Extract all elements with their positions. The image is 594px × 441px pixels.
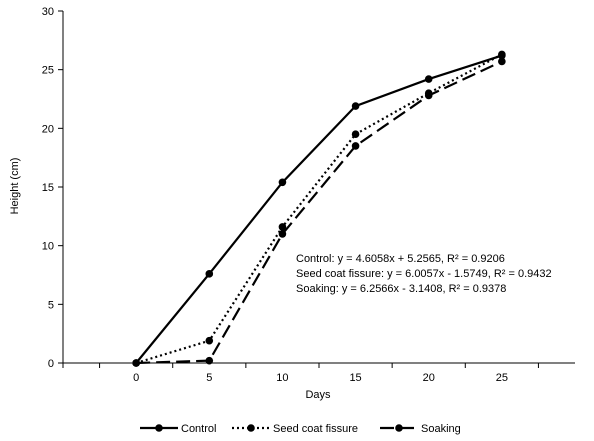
series-line <box>135 53 503 365</box>
data-point <box>205 356 214 365</box>
x-tick-label: 10 <box>276 372 288 384</box>
legend-item: Control <box>140 423 216 435</box>
equation-seed-coat-fissure: Seed coat fissure: y = 6.0057x - 1.5749,… <box>296 268 552 280</box>
x-tick-label: 0 <box>133 372 139 384</box>
y-tick-label: 15 <box>42 182 54 194</box>
x-tick-label: 5 <box>206 372 212 384</box>
regression-equations: Control: y = 4.6058x + 5.2565, R² = 0.92… <box>296 253 552 295</box>
series-line <box>136 60 503 365</box>
series-group <box>132 50 506 367</box>
y-axis-ticks: 0 5 10 15 20 25 30 <box>42 6 63 370</box>
data-point <box>351 130 360 138</box>
data-point <box>278 230 287 238</box>
axes <box>62 11 575 364</box>
data-point <box>132 359 140 367</box>
legend-label: Soaking <box>421 423 461 435</box>
series-seed-coat-fissure <box>132 50 506 367</box>
legend-marker <box>395 424 403 432</box>
data-point <box>278 223 287 231</box>
y-tick-label: 10 <box>42 241 54 253</box>
x-axis-title: Days <box>305 389 331 401</box>
equation-soaking: Soaking: y = 6.2566x - 3.1408, R² = 0.93… <box>296 283 506 295</box>
data-point <box>351 102 360 110</box>
data-point <box>278 178 287 187</box>
legend-label: Control <box>181 423 216 435</box>
data-point <box>424 91 433 100</box>
legend: Control Seed coat fissure Soaking <box>140 423 461 435</box>
legend-item: Soaking <box>380 423 461 435</box>
y-axis-title: Height (cm) <box>9 158 21 215</box>
series-soaking <box>132 57 506 367</box>
y-tick-label: 30 <box>42 6 54 18</box>
y-tick-label: 20 <box>42 123 54 135</box>
y-tick-label: 0 <box>48 358 54 370</box>
equation-control: Control: y = 4.6058x + 5.2565, R² = 0.92… <box>296 253 505 265</box>
series-line <box>135 54 503 364</box>
legend-label: Seed coat fissure <box>273 423 358 435</box>
data-point <box>205 336 214 345</box>
data-point <box>424 75 433 83</box>
data-point <box>498 57 506 66</box>
x-axis-ticks: 0 5 10 15 20 25 <box>62 363 539 384</box>
data-point <box>351 142 360 150</box>
legend-marker <box>247 424 255 432</box>
x-tick-label: 20 <box>423 372 435 384</box>
legend-marker <box>155 424 163 432</box>
y-tick-label: 5 <box>48 299 54 311</box>
series-control <box>132 51 506 367</box>
x-tick-label: 15 <box>349 372 361 384</box>
data-point <box>205 270 214 278</box>
data-point <box>498 50 506 59</box>
y-tick-label: 25 <box>42 65 54 77</box>
x-tick-label: 25 <box>496 372 508 384</box>
legend-item: Seed coat fissure <box>232 423 358 435</box>
